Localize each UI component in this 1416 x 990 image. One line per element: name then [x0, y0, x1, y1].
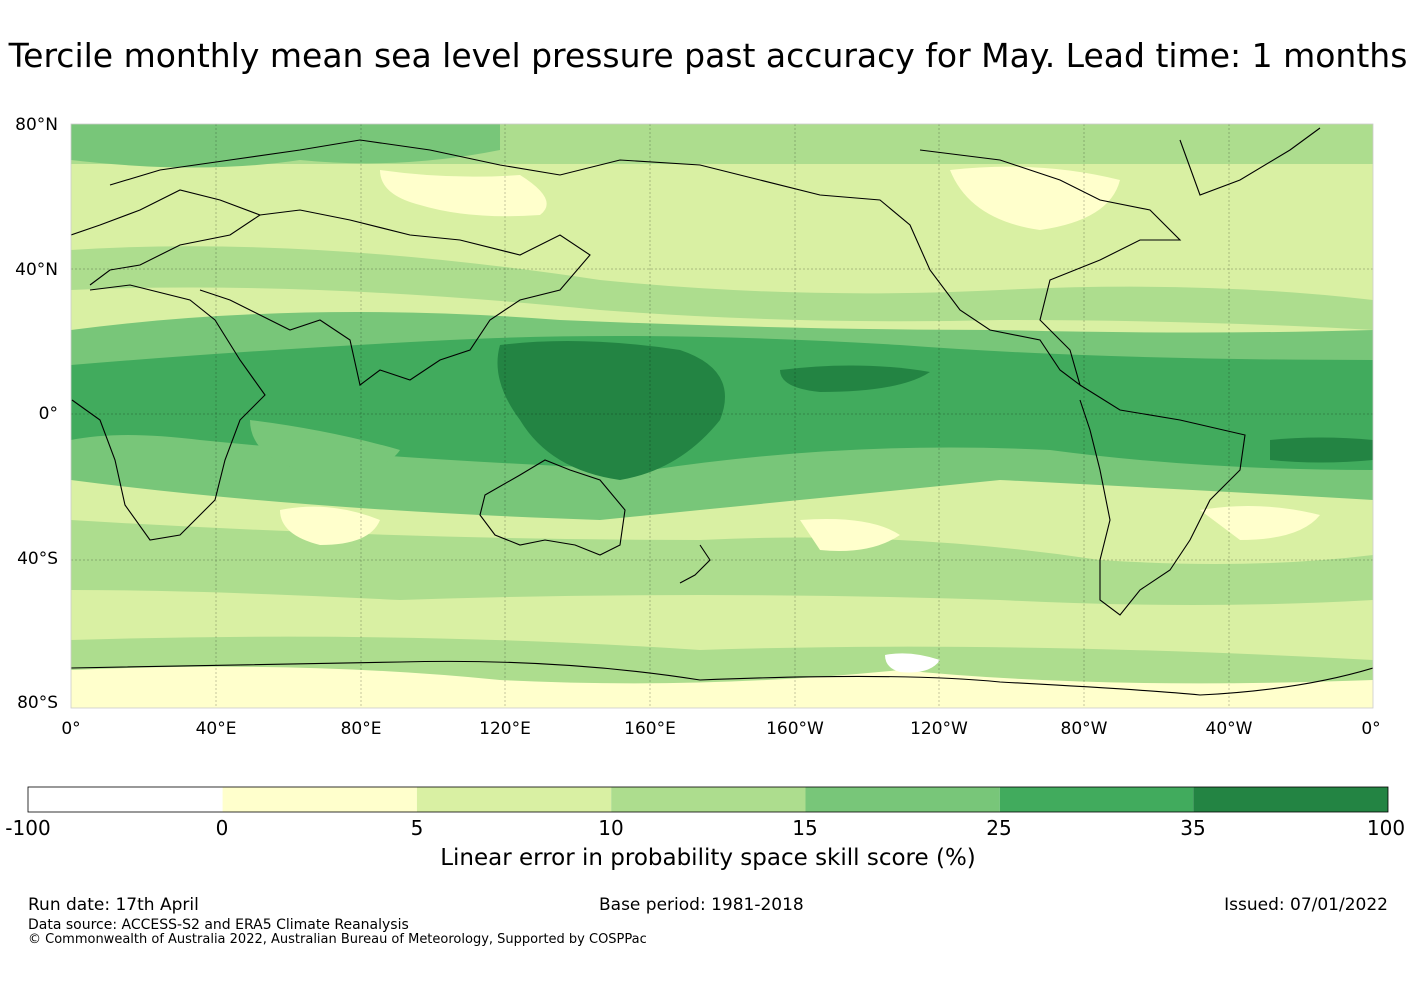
colorbar-tick: 5: [410, 816, 424, 840]
antarctica-coast: [71, 660, 1373, 696]
eurasia-light: [380, 170, 547, 217]
colorbar-tick: 100: [1366, 816, 1406, 840]
north-america-coast: [759, 149, 1182, 387]
pacific-core: [780, 365, 930, 392]
lat-label-40n: 40°N: [15, 260, 58, 280]
greenland-coast: [1179, 127, 1321, 196]
graticule: [71, 124, 1373, 708]
antarctic-white: [885, 653, 940, 673]
lat-label-equator: 0°: [38, 404, 58, 424]
antarctic-light: [71, 666, 1373, 708]
atlantic-core: [1270, 437, 1373, 463]
colorbar-bin-4: [611, 787, 806, 812]
north-mid-band: [71, 246, 1373, 330]
coastlines: [71, 127, 1373, 696]
lat-label-80s: 80°S: [17, 693, 58, 713]
lon-label-0-east: 0°: [1361, 719, 1381, 739]
arctic-patch: [71, 124, 500, 168]
colorbar-bin-1: [28, 787, 223, 812]
colorbar-tick: 35: [1180, 816, 1206, 840]
colorbar-bin-2: [222, 787, 417, 812]
base-period: Base period: 1981-2018: [599, 895, 804, 915]
chart-title: Tercile monthly mean sea level pressure …: [8, 36, 1408, 75]
lat-label-80n: 80°N: [15, 115, 58, 135]
south-light-3: [1200, 506, 1320, 540]
map-field: [71, 124, 1373, 708]
lon-label-80w: 80°W: [1060, 719, 1108, 739]
lon-label-160w: 160°W: [766, 719, 824, 739]
colorbar-bin-7: [1193, 787, 1388, 812]
colorbar-tick: -100: [5, 816, 51, 840]
australia-coast: [479, 459, 626, 556]
data-source: Data source: ACCESS-S2 and ERA5 Climate …: [28, 917, 409, 933]
run-date: Run date: 17th April: [28, 895, 199, 915]
arctic-coast: [109, 139, 761, 186]
africa-coast: [71, 284, 266, 541]
lon-label-40e: 40°E: [195, 719, 237, 739]
lon-label-120e: 120°E: [479, 719, 531, 739]
colorbar-bin-5: [805, 787, 1000, 812]
colorbar-bin-3: [416, 787, 612, 812]
lon-label-160e: 160°E: [624, 719, 676, 739]
asia-coast: [199, 209, 591, 386]
copyright: © Commonwealth of Australia 2022, Austra…: [28, 932, 647, 947]
colorbar-bin-6: [999, 787, 1194, 812]
colorbar-tick: 10: [598, 816, 624, 840]
colorbar-tick: 25: [986, 816, 1012, 840]
south-america-coast: [1079, 384, 1246, 616]
indian-ocean-patch: [250, 420, 400, 473]
issued-date: Issued: 07/01/2022: [1224, 895, 1388, 915]
lat-label-40s: 40°S: [17, 549, 58, 569]
namerica-light: [950, 166, 1120, 230]
colorbar-tick: 15: [792, 816, 818, 840]
new-zealand-coast: [679, 544, 711, 584]
warm-pool-core: [497, 341, 725, 480]
map-frame: [70, 123, 1374, 709]
south-mid-band: [71, 520, 1373, 605]
colorbar-tick: 0: [215, 816, 229, 840]
lon-label-0: 0°: [61, 719, 81, 739]
colorbar-label: Linear error in probability space skill …: [440, 845, 976, 871]
south-light-2: [800, 519, 900, 551]
lon-label-120w: 120°W: [910, 719, 968, 739]
lon-label-80e: 80°E: [340, 719, 382, 739]
colorbar: [27, 786, 1389, 813]
south-light-1: [280, 506, 380, 545]
colorbar-frame: [27, 786, 1389, 813]
lon-label-40w: 40°W: [1205, 719, 1253, 739]
